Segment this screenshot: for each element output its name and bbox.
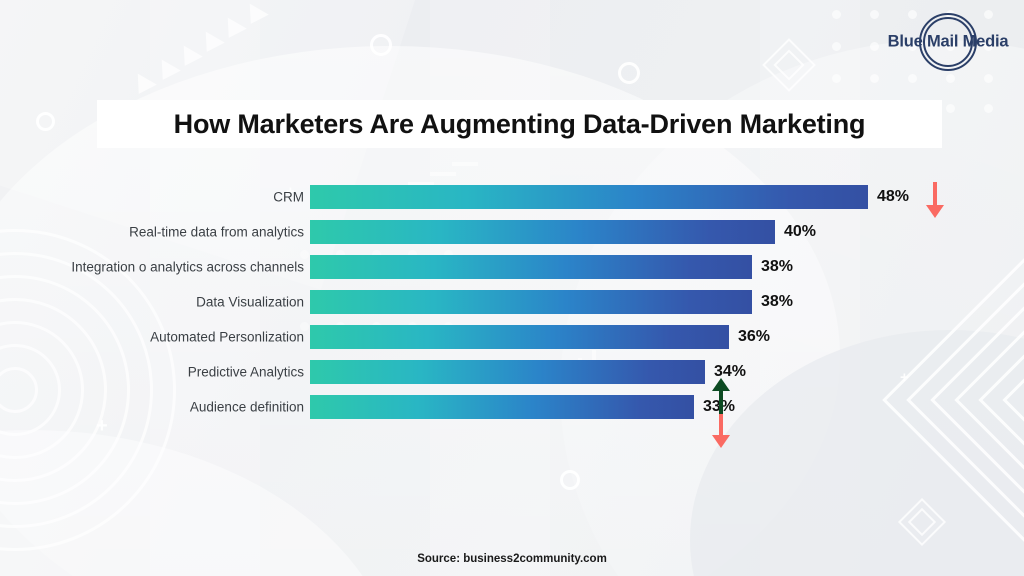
up-arrow-green-bottom [712, 378, 730, 414]
value-label: 36% [738, 328, 771, 345]
down-arrow-red-bottom [712, 414, 730, 448]
bg-ring-top-center [618, 62, 640, 84]
bg-ring-bottom-center [560, 470, 580, 490]
bar [310, 255, 752, 279]
down-arrow-red-top [926, 182, 944, 218]
value-label: 38% [761, 293, 794, 310]
category-label: CRM [273, 189, 304, 205]
source-caption: Source: business2community.com [417, 553, 607, 565]
arrow-head-down-icon [712, 435, 730, 448]
chart-row: Real-time data from analytics 40% [0, 217, 1024, 247]
bar-chart: CRM 48% Real-time data from analytics 40% In… [0, 180, 1024, 435]
category-label: Audience definition [189, 399, 304, 415]
chart-row: Predictive Analytics 34% [0, 357, 1024, 387]
bar [310, 395, 694, 419]
arrow-head-down-icon [926, 205, 944, 218]
bar [310, 290, 752, 314]
chart-row: Integration o analytics across channels 3… [0, 252, 1024, 282]
bg-square-outline-bottomright [897, 497, 947, 547]
logo-ring-outer-icon [919, 13, 977, 71]
value-label: 48% [877, 188, 910, 205]
logo-text: Blue Mail Media [887, 32, 1009, 51]
arrow-head-up-icon [712, 378, 730, 391]
value-label: 40% [784, 223, 817, 240]
chart-row: Audience definition33% [0, 392, 1024, 422]
bar [310, 325, 729, 349]
bg-triangle-5 [241, 3, 269, 30]
category-label: Real-time data from analytics [129, 224, 304, 240]
category-label: Data Visualization [196, 294, 304, 310]
chart-row: Automated Personlization 36% [0, 322, 1024, 352]
category-label: Integration o analytics across channels [71, 259, 304, 275]
bg-step-2 [430, 172, 456, 176]
category-label: Automated Personlization [150, 329, 304, 345]
arrow-shaft [719, 414, 723, 438]
value-label: 34% [714, 363, 747, 380]
value-label: 38% [761, 258, 794, 275]
bar [310, 220, 775, 244]
bg-ring-top-left [370, 34, 392, 56]
bg-triangle-1 [153, 59, 181, 86]
bg-triangle-2 [175, 45, 203, 72]
bg-square-outline-topright [762, 38, 816, 92]
chart-row: Data Visualization 38% [0, 287, 1024, 317]
category-label: Predictive Analytics [187, 364, 304, 380]
bg-step-3 [452, 162, 478, 166]
arrow-shaft [933, 182, 937, 208]
bg-square-outline-topright-2 [773, 49, 805, 81]
bg-triangle-4 [219, 17, 247, 44]
arrow-shaft [719, 389, 723, 414]
bar [310, 185, 868, 209]
bg-triangle-6 [129, 73, 157, 100]
bar [310, 360, 705, 384]
bg-ring-left-mid [36, 112, 55, 131]
bg-triangle-3 [197, 31, 225, 58]
bg-square-outline-bottomright-2 [907, 507, 937, 537]
page-title: How Marketers Are Augmenting Data-Driven… [173, 108, 866, 139]
brand-logo: Blue Mail Media [884, 13, 1012, 71]
title-band: How Marketers Are Augmenting Data-Driven… [97, 100, 942, 148]
logo-ring-inner-icon [923, 17, 973, 67]
chart-row: CRM 48% [0, 182, 1024, 212]
